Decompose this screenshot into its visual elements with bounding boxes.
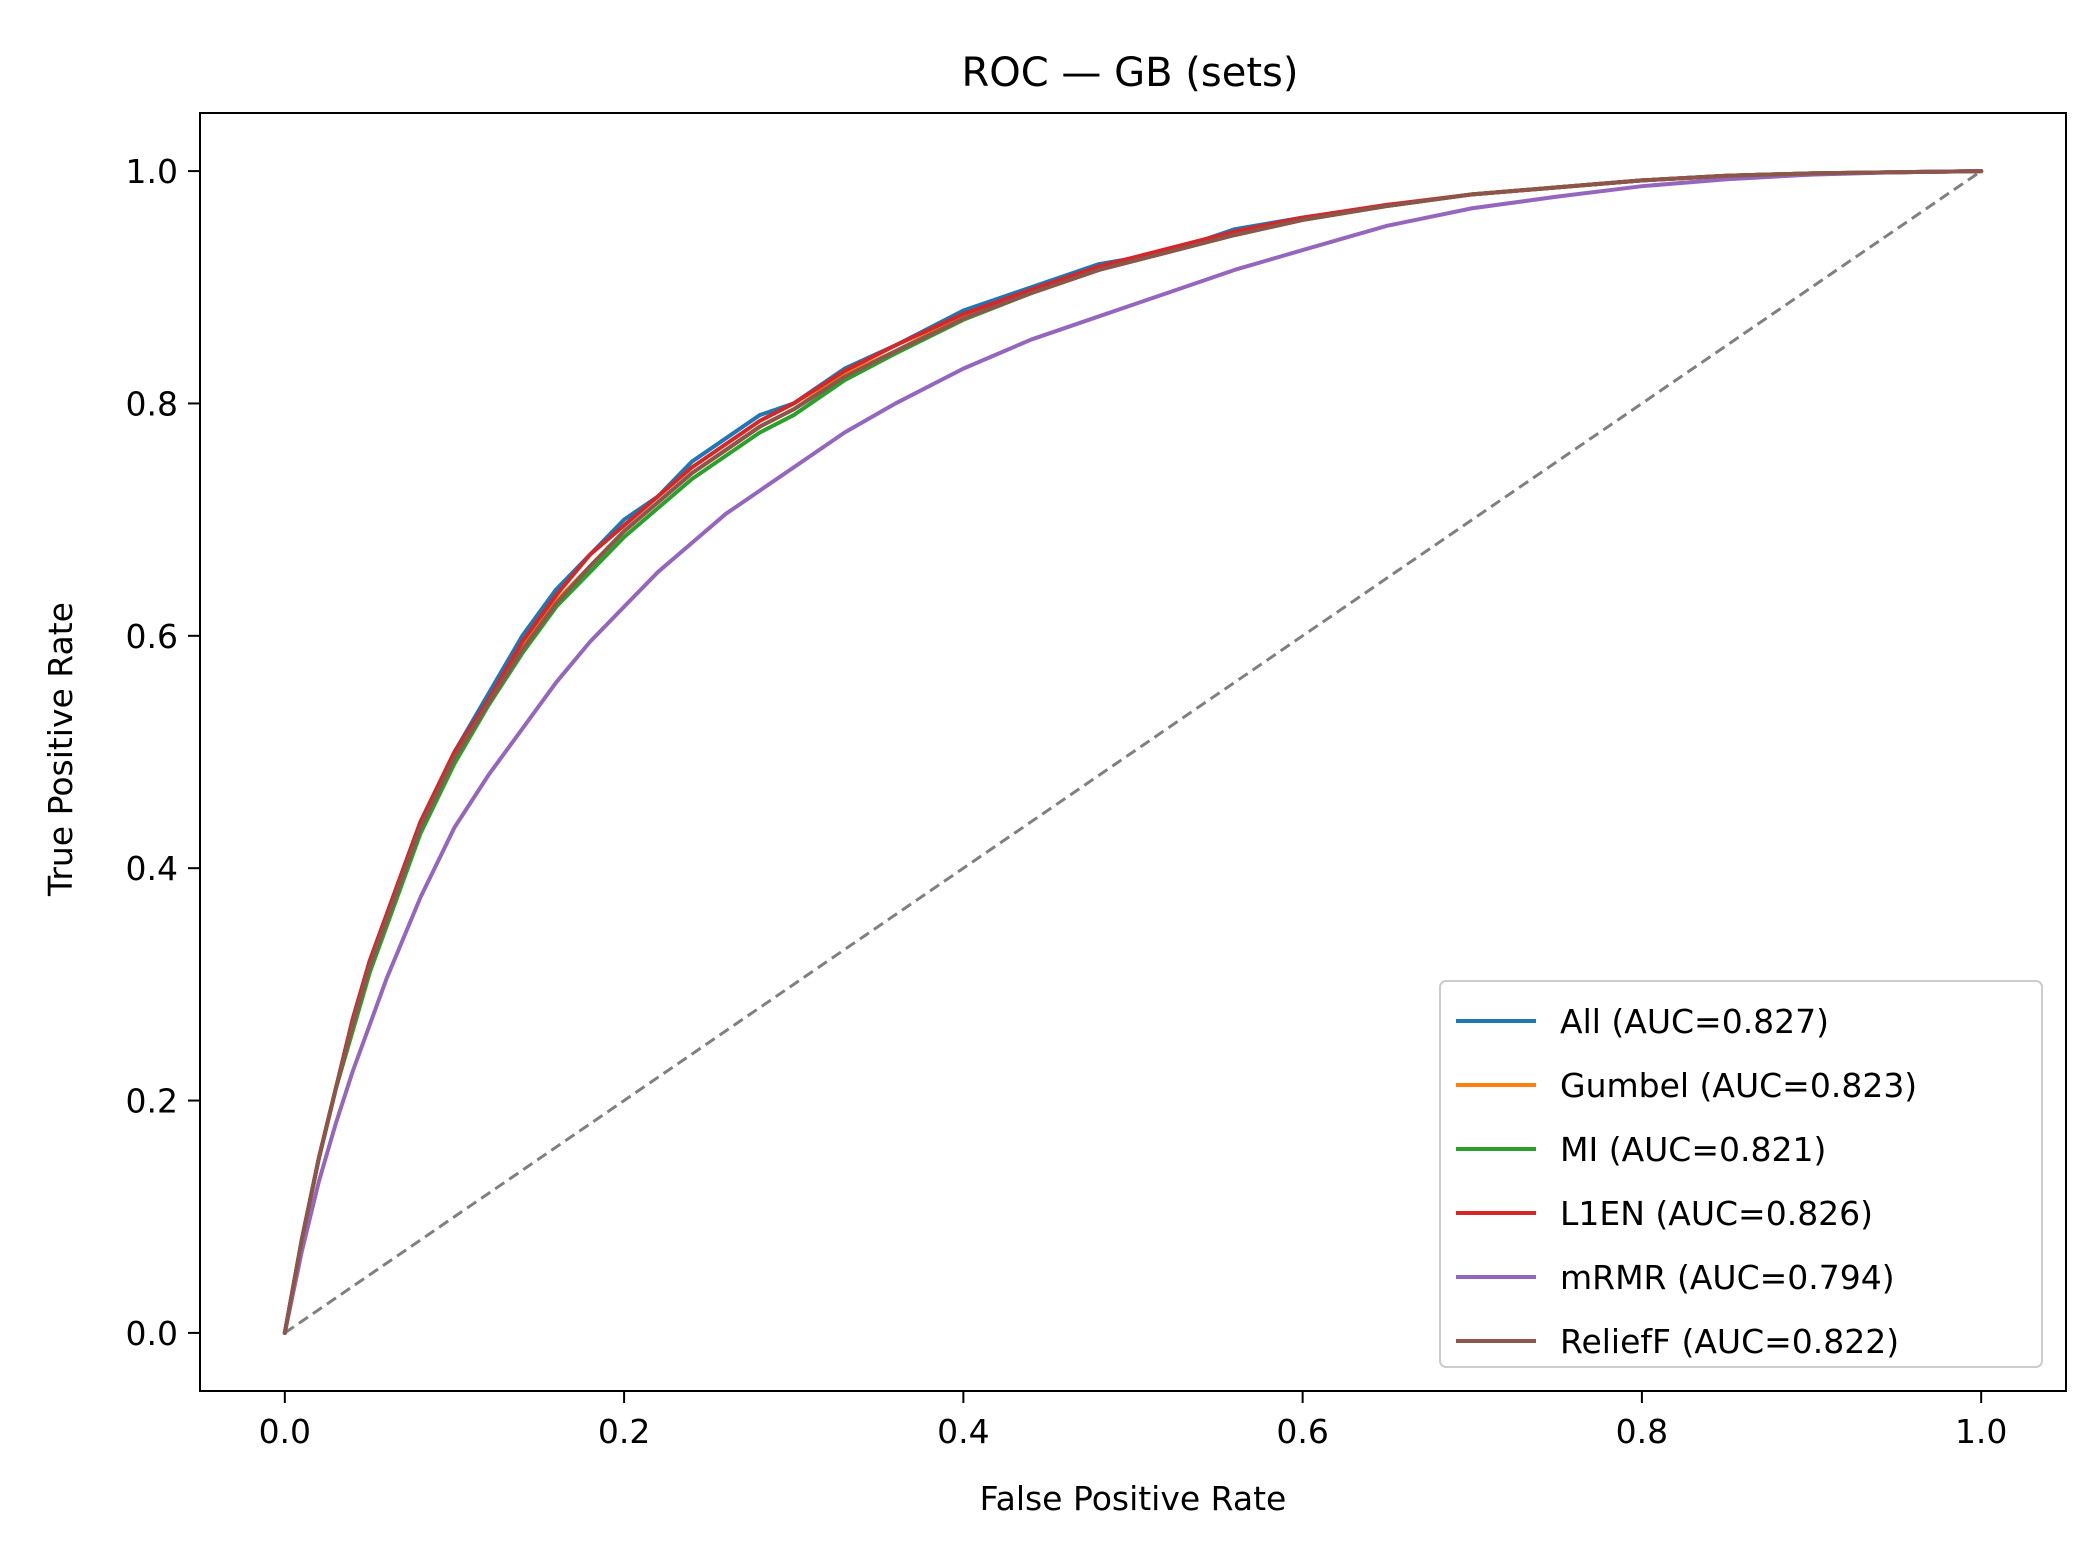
series-line-4 <box>282 169 1984 1335</box>
x-tick-label: 0.2 <box>598 1412 650 1451</box>
y-axis-label: True Positive Rate <box>41 602 80 897</box>
y-tick-label: 0.6 <box>126 617 178 656</box>
legend-label-2: MI (AUC=0.821) <box>1560 1130 1826 1169</box>
x-tick-label: 0.8 <box>1616 1412 1668 1451</box>
series-line-5 <box>282 169 1984 1335</box>
y-tick-label: 1.0 <box>126 152 178 191</box>
legend-label-4: mRMR (AUC=0.794) <box>1560 1258 1895 1297</box>
legend: All (AUC=0.827) Gumbel (AUC=0.823) MI (AUC… <box>1439 980 2043 1368</box>
plot-area <box>199 112 2067 1392</box>
x-tick-label: 1.0 <box>1955 1412 2007 1451</box>
x-tick-label: 0.6 <box>1276 1412 1328 1451</box>
legend-label-5: ReliefF (AUC=0.822) <box>1560 1322 1899 1361</box>
legend-label-0: All (AUC=0.827) <box>1560 1002 1829 1041</box>
y-tick-label: 0.8 <box>126 384 178 423</box>
legend-box <box>1439 980 2043 1368</box>
y-tick-label: 0.0 <box>126 1314 178 1353</box>
legend-label-1: Gumbel (AUC=0.823) <box>1560 1066 1917 1105</box>
chart-title: ROC — GB (sets) <box>962 50 1299 96</box>
x-tick-label: 0.4 <box>937 1412 989 1451</box>
x-tick-label: 0.0 <box>259 1412 311 1451</box>
y-tick-label: 0.2 <box>126 1082 178 1121</box>
legend-label-3: L1EN (AUC=0.826) <box>1560 1194 1873 1233</box>
diagonal-reference-line <box>283 169 1983 1335</box>
x-axis-label: False Positive Rate <box>980 1479 1287 1518</box>
axes-frame <box>199 112 2067 1392</box>
axis-ticks: 0.0 0.2 0.4 0.6 0.8 1.0 0.0 0.2 0.4 0.6 0.8 1.0 <box>126 152 2008 1451</box>
y-tick-label: 0.4 <box>126 849 178 888</box>
